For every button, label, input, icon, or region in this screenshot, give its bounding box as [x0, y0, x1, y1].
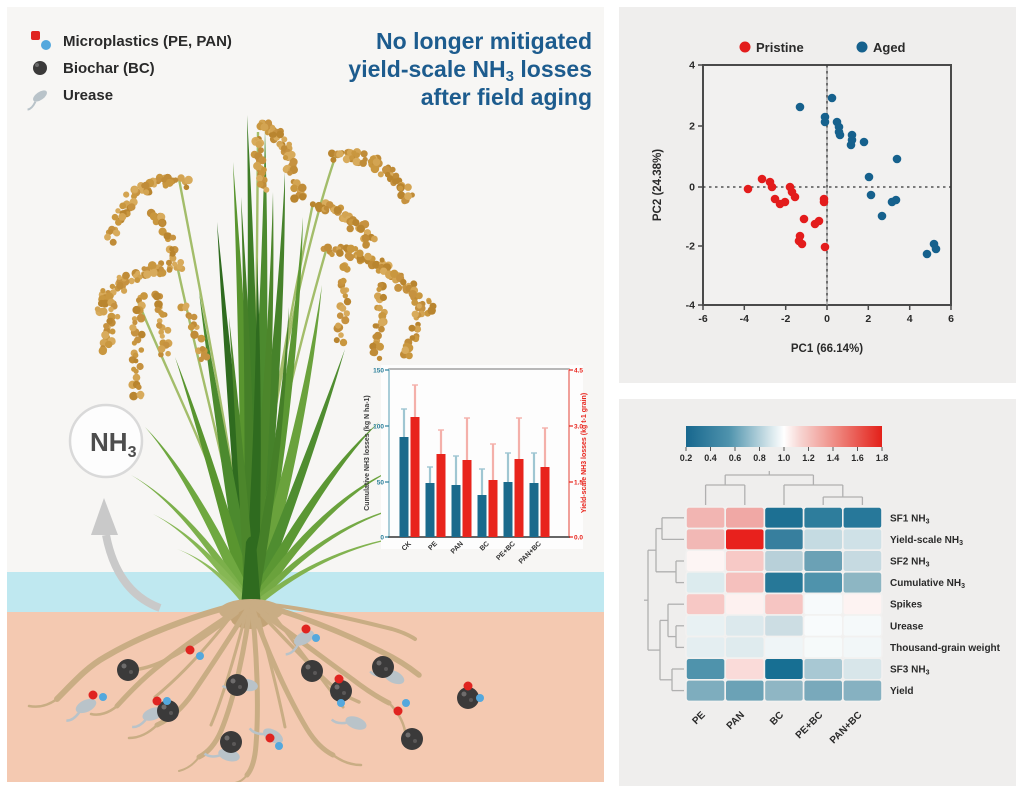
svg-text:Thousand-grain weight: Thousand-grain weight: [890, 643, 1001, 654]
svg-text:0: 0: [824, 313, 830, 325]
svg-text:0.2: 0.2: [680, 453, 693, 463]
svg-text:PE: PE: [427, 540, 439, 552]
svg-text:0.0: 0.0: [574, 535, 583, 542]
svg-text:1.4: 1.4: [827, 453, 840, 463]
svg-text:Yield-scale NH3: Yield-scale NH3: [890, 535, 963, 547]
svg-text:Cumulative NH3 losses (kg N ha: Cumulative NH3 losses (kg N ha-1): [364, 395, 371, 511]
svg-text:Aged: Aged: [873, 40, 906, 55]
svg-text:yield-scale NH3 losses: yield-scale NH3 losses: [348, 56, 592, 85]
svg-text:No longer mitigated: No longer mitigated: [376, 28, 592, 54]
svg-text:Urease: Urease: [890, 621, 924, 632]
svg-text:6: 6: [948, 313, 954, 325]
svg-text:3.0: 3.0: [574, 424, 583, 431]
svg-text:SF1 NH3: SF1 NH3: [890, 513, 930, 525]
svg-text:Cumulative NH3: Cumulative NH3: [890, 578, 965, 590]
svg-text:0.6: 0.6: [729, 453, 742, 463]
svg-text:PC1 (66.14%): PC1 (66.14%): [791, 343, 863, 355]
svg-text:100: 100: [373, 424, 384, 431]
svg-text:4: 4: [689, 60, 695, 72]
svg-text:Pristine: Pristine: [756, 40, 804, 55]
svg-text:0: 0: [689, 182, 695, 194]
svg-text:2: 2: [689, 121, 695, 133]
svg-text:1.0: 1.0: [778, 453, 791, 463]
svg-text:PC2 (24.38%): PC2 (24.38%): [652, 149, 664, 221]
svg-text:-2: -2: [686, 241, 695, 253]
svg-text:after field aging: after field aging: [421, 84, 592, 110]
svg-text:SF3 NH3: SF3 NH3: [890, 665, 930, 677]
svg-text:Urease: Urease: [63, 87, 113, 104]
svg-text:50: 50: [377, 480, 385, 487]
svg-text:Yield-scale NH3 losses (kg t-1: Yield-scale NH3 losses (kg t-1 grain): [581, 393, 588, 513]
svg-text:1.5: 1.5: [574, 480, 583, 487]
svg-text:0.4: 0.4: [704, 453, 717, 463]
svg-text:Spikes: Spikes: [890, 600, 923, 611]
svg-text:-2: -2: [781, 313, 790, 325]
svg-text:SF2 NH3: SF2 NH3: [890, 557, 930, 569]
svg-text:0: 0: [380, 535, 384, 542]
svg-text:1.2: 1.2: [802, 453, 815, 463]
svg-text:-4: -4: [740, 313, 749, 325]
svg-text:2: 2: [865, 313, 871, 325]
svg-text:0.8: 0.8: [753, 453, 766, 463]
svg-text:-6: -6: [698, 313, 707, 325]
svg-text:150: 150: [373, 368, 384, 375]
svg-text:Microplastics (PE, PAN): Microplastics (PE, PAN): [63, 33, 232, 50]
svg-text:Biochar (BC): Biochar (BC): [63, 60, 155, 77]
svg-text:-4: -4: [686, 300, 695, 312]
svg-text:1.6: 1.6: [851, 453, 864, 463]
svg-text:4.5: 4.5: [574, 368, 583, 375]
svg-text:Yield: Yield: [890, 686, 914, 697]
svg-text:1.8: 1.8: [876, 453, 889, 463]
svg-text:4: 4: [907, 313, 913, 325]
